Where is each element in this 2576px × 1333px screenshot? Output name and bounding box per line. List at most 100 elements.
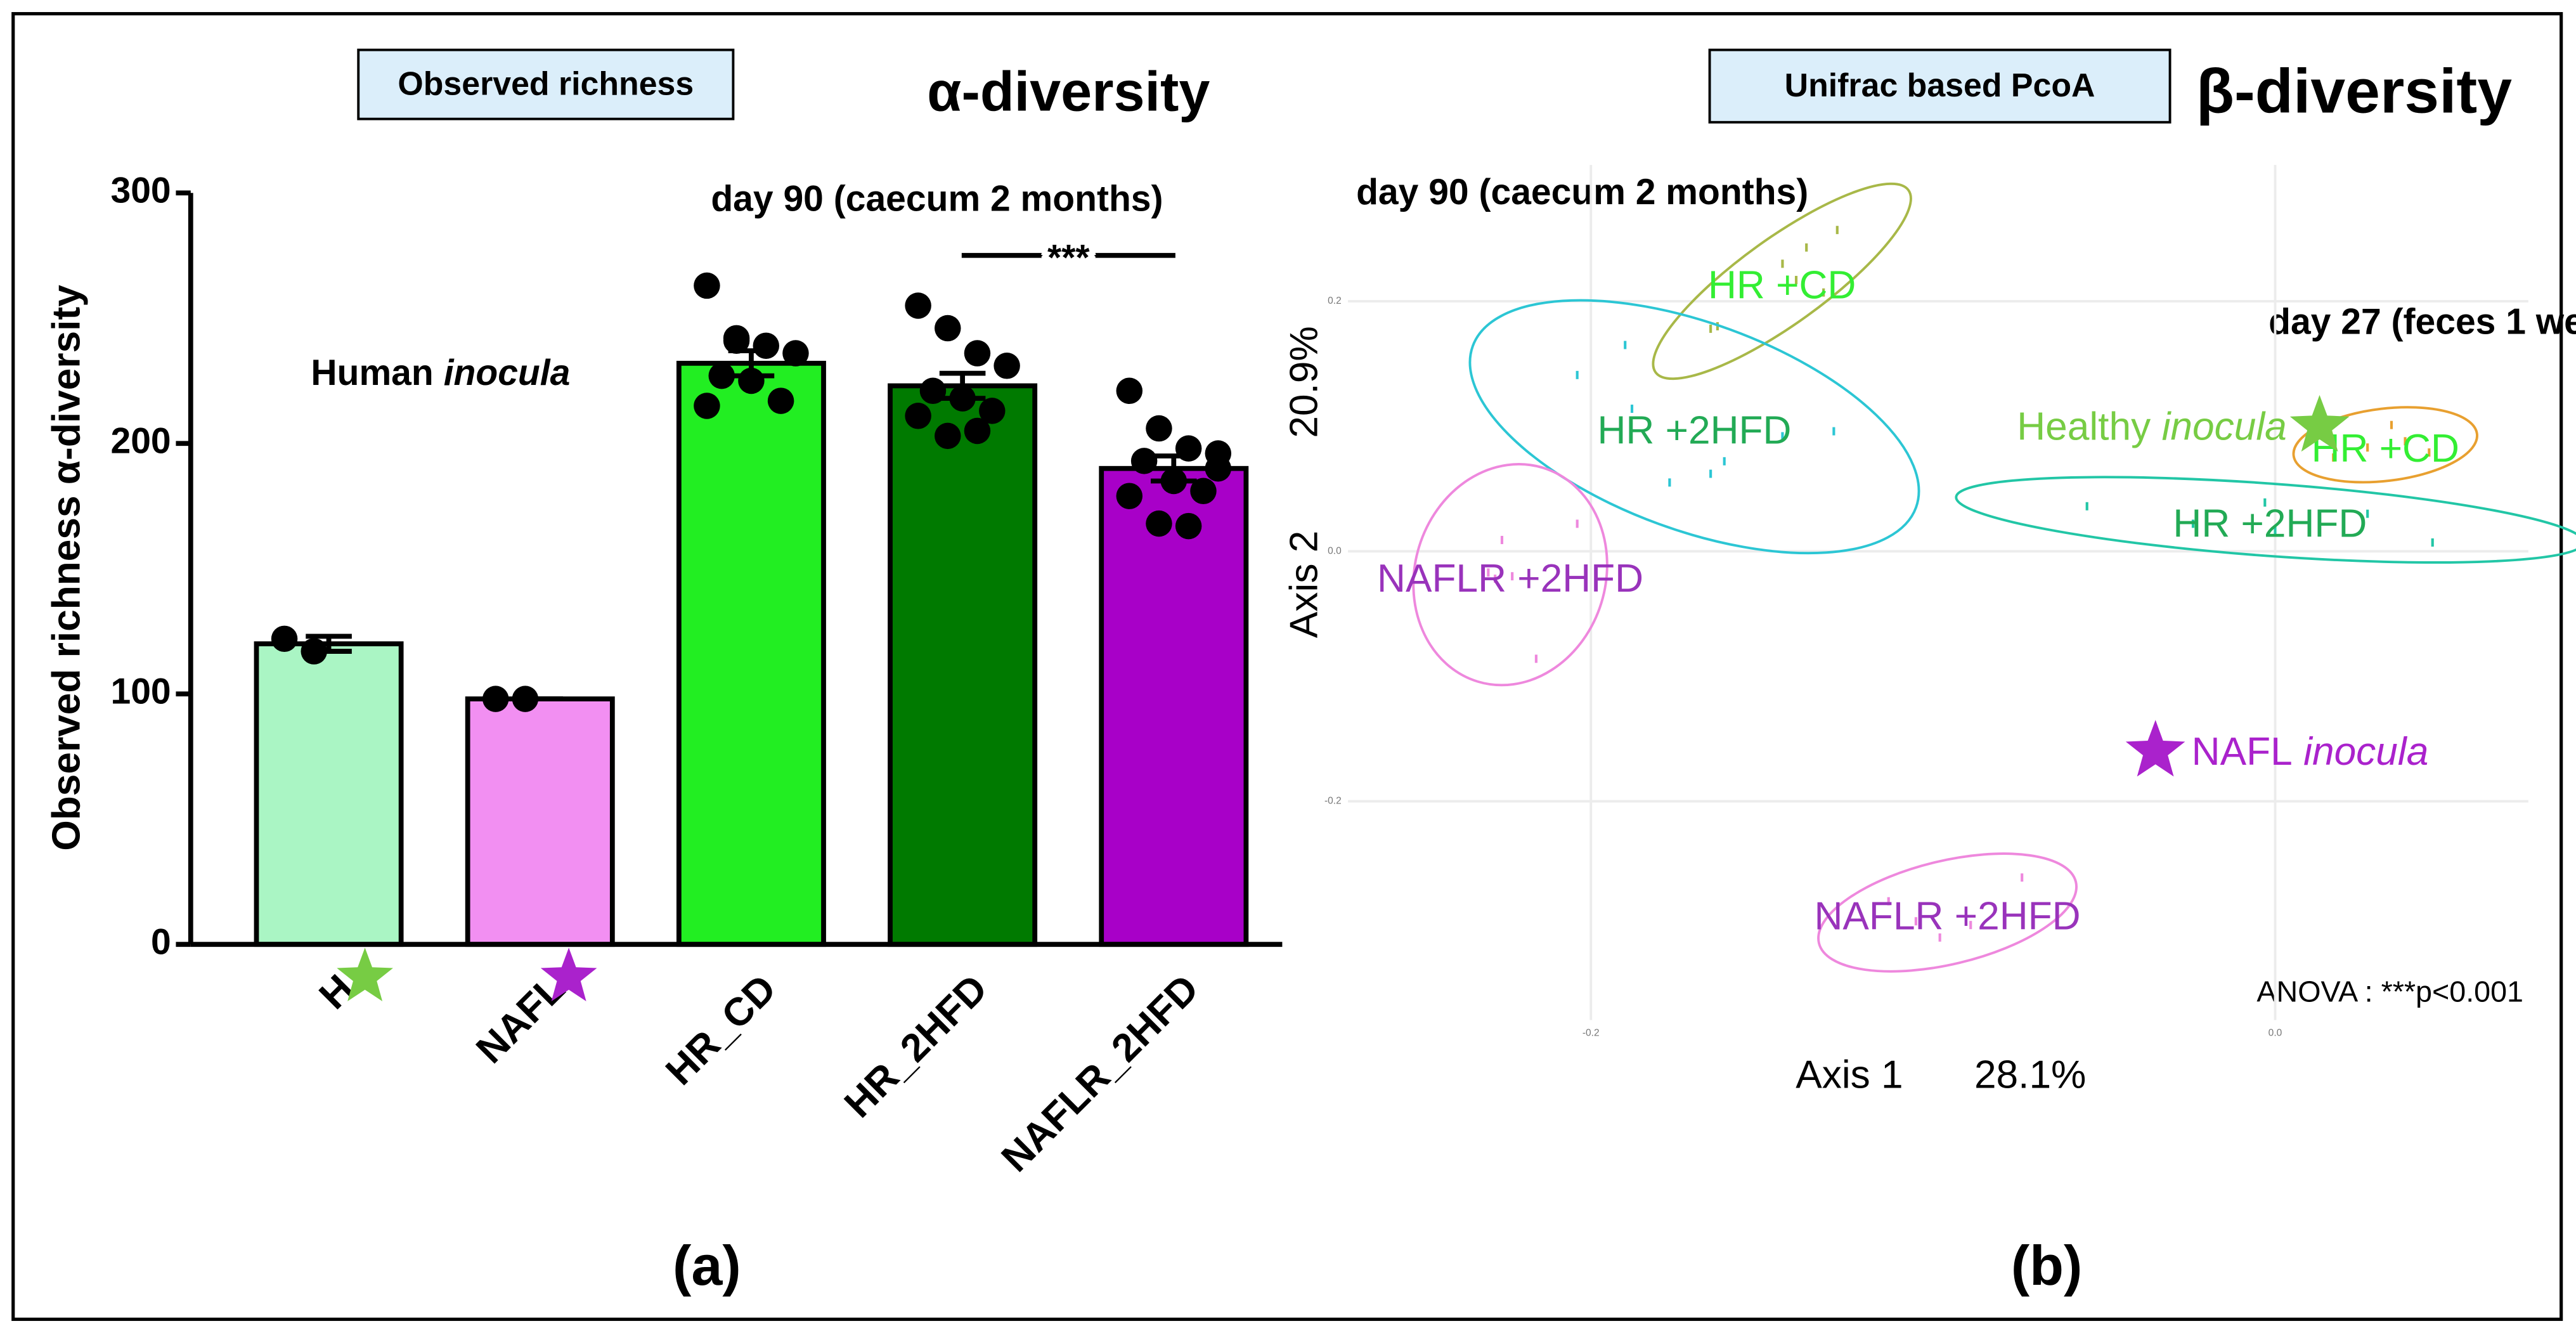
- data-point: [271, 625, 298, 653]
- y-tick-label: 0.2: [1328, 296, 1342, 306]
- data-point: [1500, 536, 1504, 545]
- data-point: [1969, 921, 1972, 930]
- data-point: [1805, 243, 1808, 252]
- confidence-ellipse: [1652, 182, 1912, 380]
- subtitle-box: [1708, 48, 2171, 124]
- confidence-ellipse: [1817, 852, 2078, 973]
- label-part: inocula: [444, 353, 571, 393]
- data-point: [2263, 498, 2267, 507]
- inoculum-star: [2289, 394, 2350, 452]
- data-point: [1175, 512, 1202, 540]
- annotation: day 90 (caecum 2 months): [711, 178, 1163, 219]
- data-point: [1630, 405, 1634, 413]
- data-point: [1668, 478, 1671, 487]
- group-label: NAFLR +2HFD: [1377, 557, 1643, 601]
- y-tick-label: 0.0: [1328, 545, 1342, 556]
- data-point: [2274, 526, 2277, 535]
- subtitle: Unifrac based PcoA: [1785, 67, 2095, 103]
- star-icon: [337, 947, 393, 1001]
- confidence-ellipse: [2292, 406, 2478, 484]
- data-point: [1116, 483, 1143, 509]
- data-point: [2366, 443, 2369, 452]
- data-point: [964, 417, 991, 445]
- data-point: [738, 367, 765, 394]
- data-point: [694, 393, 720, 419]
- data-point: [782, 340, 809, 367]
- inoculum-label: Healthy inocula: [2017, 405, 2287, 449]
- data-point: [2085, 502, 2088, 510]
- y-tick-label: 200: [111, 420, 171, 461]
- data-point: [919, 377, 947, 405]
- data-point: [2431, 538, 2434, 547]
- data-point: [1794, 276, 1798, 285]
- data-point: [1781, 259, 1784, 268]
- y-axis-label: Observed richness α-diversity: [44, 285, 88, 851]
- confidence-ellipse: [1955, 476, 2576, 564]
- bar: [676, 360, 826, 947]
- y-tick-label: 100: [111, 671, 171, 712]
- annotation: Human inocula: [311, 353, 570, 393]
- group-label: HR +2HFD: [1598, 409, 1792, 453]
- data-point: [2428, 448, 2431, 457]
- panel-label: (b): [2011, 1234, 2083, 1297]
- bar: [888, 383, 1038, 947]
- data-point: [1116, 377, 1143, 405]
- data-point: [1832, 427, 1835, 436]
- label-part: inocula: [2303, 730, 2428, 774]
- data-point: [1835, 226, 1839, 235]
- x-tick-label: -0.2: [1582, 1027, 1600, 1038]
- data-point: [1494, 575, 1497, 583]
- title: β-diversity: [2196, 56, 2512, 126]
- data-point: [905, 403, 931, 429]
- data-point: [694, 272, 720, 299]
- subtitle: Observed richness: [398, 65, 694, 101]
- data-point: [2366, 509, 2369, 518]
- data-point: [482, 686, 509, 712]
- star-icon: [540, 947, 597, 1001]
- data-point: [1511, 572, 1514, 581]
- title: α-diversity: [927, 60, 1210, 123]
- data-point: [2332, 453, 2335, 462]
- x-tick-label: HR_2HFD: [836, 966, 996, 1126]
- data-point: [964, 340, 991, 367]
- data-point: [2021, 873, 2024, 882]
- data-point: [2191, 519, 2195, 528]
- data-point: [1175, 435, 1202, 462]
- data-point: [1460, 568, 1463, 577]
- y-axis-label: Axis 2: [1283, 531, 1326, 638]
- data-point: [1624, 341, 1627, 349]
- label-part: Healthy: [2017, 405, 2151, 449]
- data-point: [1781, 432, 1784, 441]
- data-point: [1723, 457, 1726, 465]
- x-axis-label: Axis 1: [1796, 1053, 1903, 1097]
- bar: [465, 696, 615, 947]
- data-point: [1146, 510, 1172, 537]
- data-point: [1534, 654, 1538, 663]
- group-label: HR +CD: [1708, 263, 1856, 307]
- group-label: NAFLR +2HFD: [1815, 895, 2081, 939]
- annotation: day 27 (feces 1 week): [2269, 302, 2576, 342]
- annotation: day 90 (caecum 2 months): [1356, 172, 1808, 212]
- data-point: [1914, 917, 1917, 926]
- inoculum-star: [2125, 720, 2185, 777]
- data-point: [935, 315, 961, 342]
- data-point: [1709, 469, 1712, 478]
- data-point: [1146, 415, 1172, 442]
- data-point: [1160, 467, 1188, 495]
- data-point: [1822, 288, 1825, 297]
- data-point: [935, 422, 961, 450]
- data-point: [512, 686, 539, 712]
- data-point: [994, 353, 1020, 379]
- data-point: [1938, 933, 1941, 942]
- data-point: [905, 292, 931, 319]
- x-tick-label: NAFLR_2HFD: [994, 966, 1207, 1180]
- data-point: [708, 362, 735, 389]
- data-point: [753, 332, 780, 359]
- data-point: [1887, 897, 1890, 906]
- y-axis-label: 20.9%: [1283, 326, 1326, 438]
- data-point: [1130, 448, 1158, 474]
- x-tick-label: 0.0: [2269, 1027, 2282, 1038]
- panel-label: (a): [673, 1234, 741, 1297]
